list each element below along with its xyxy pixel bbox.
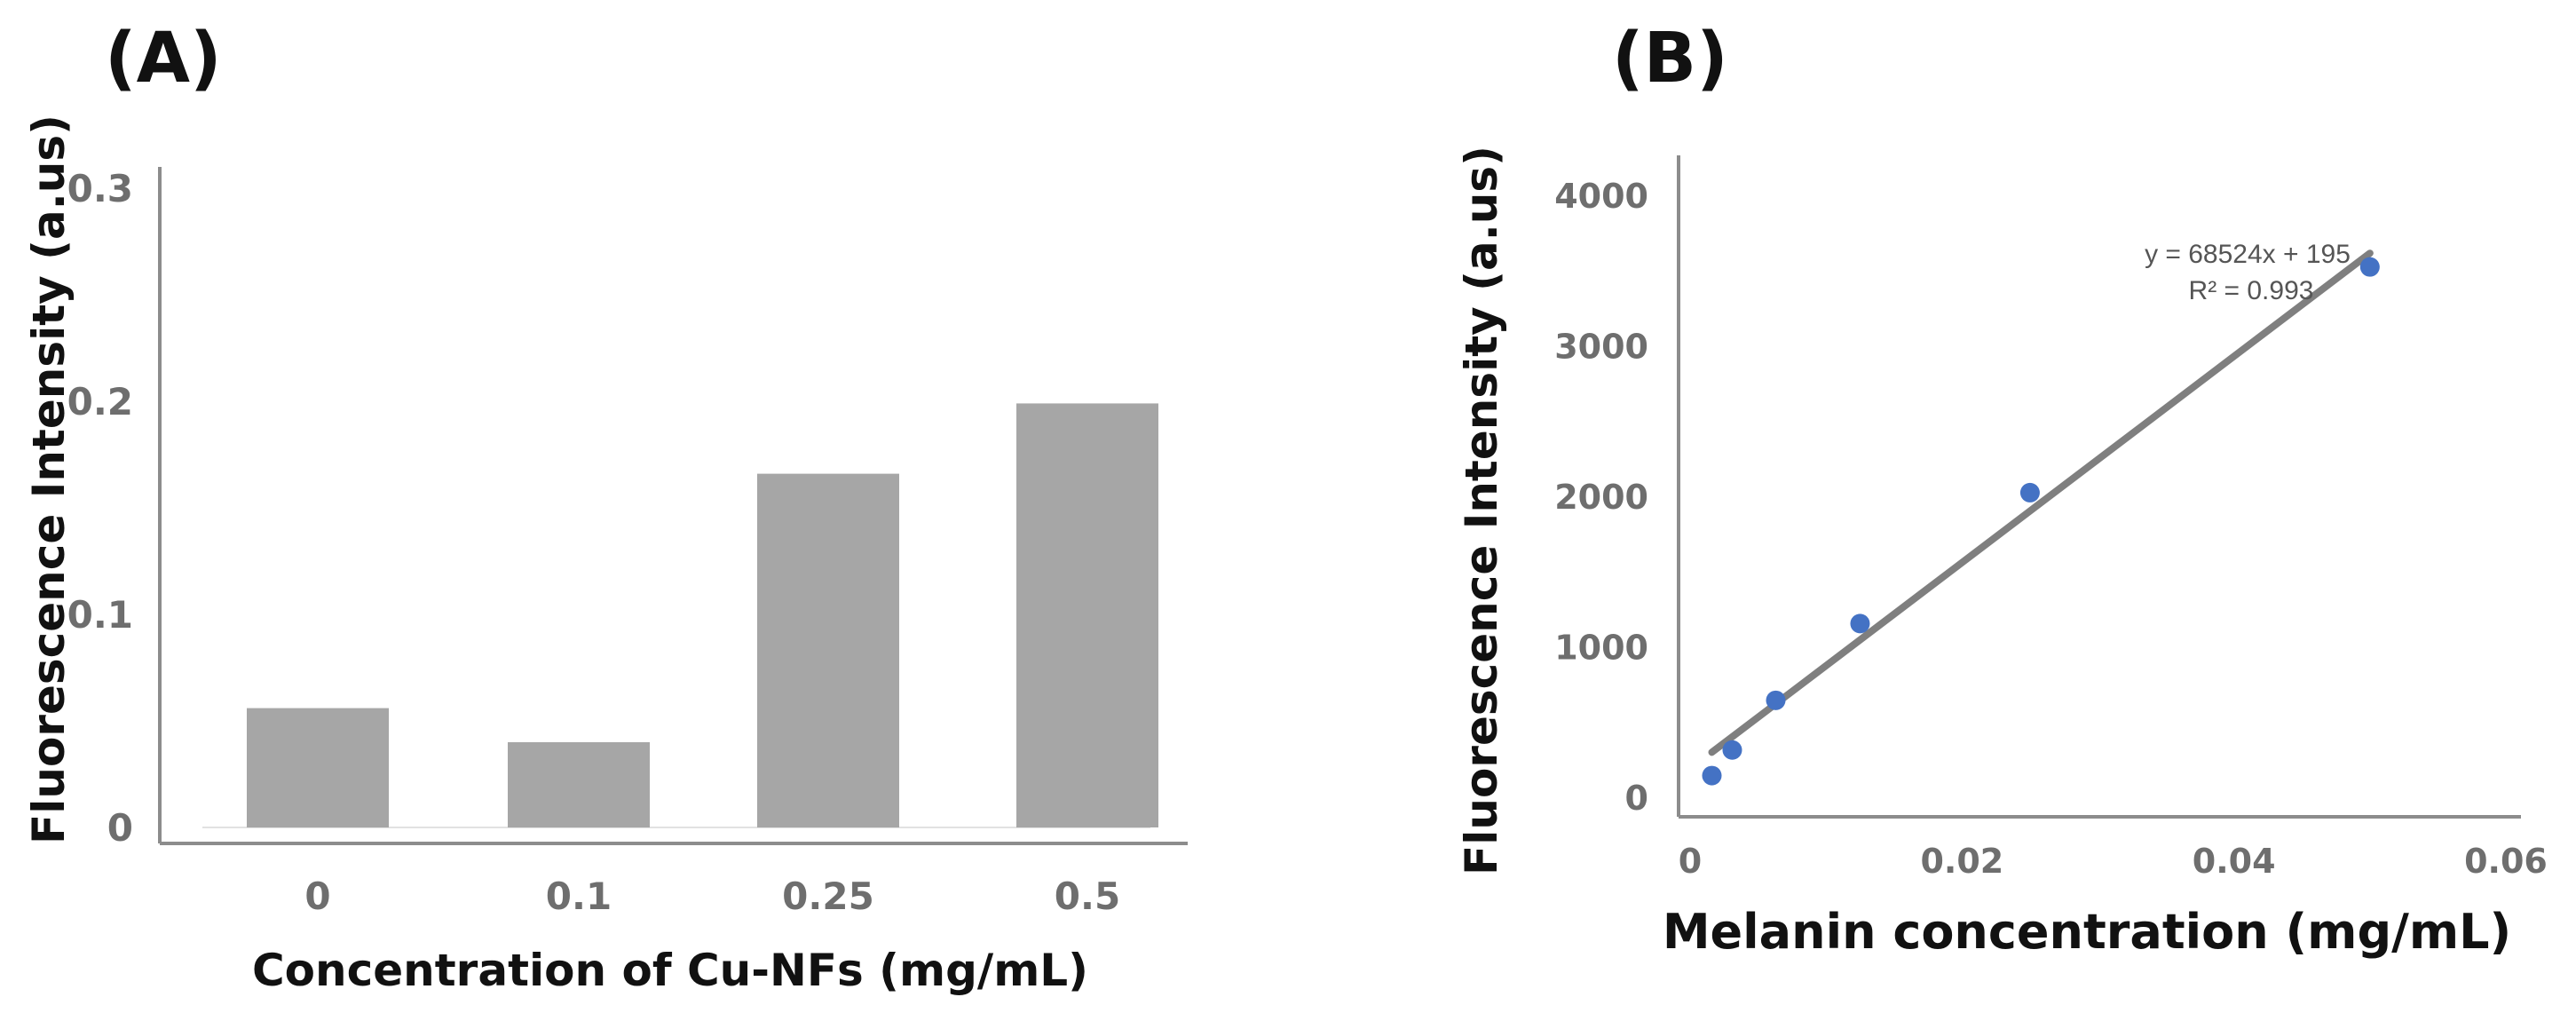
x-tick-label: 0.5 xyxy=(1055,875,1120,918)
x-tick-label: 0.1 xyxy=(546,875,612,918)
data-point xyxy=(1766,690,1786,710)
panel-a-bar-chart: (A) 0 0.1 0.25 0.5 0 0.1 0.2 0.3 Concentration… xyxy=(23,19,1188,996)
data-point xyxy=(1850,613,1870,634)
x-tick-label: 0.06 xyxy=(2464,842,2548,881)
data-point xyxy=(2359,257,2380,277)
panel-a-y-axis-title: Fluorescence Intensity (a.us) xyxy=(23,115,75,844)
panel-b-label: (B) xyxy=(1612,19,1728,99)
y-tick-label: 4000 xyxy=(1554,177,1648,216)
bar-0.25 xyxy=(757,473,899,827)
x-tick-label: 0.02 xyxy=(1920,842,2003,881)
bar-0 xyxy=(247,708,389,827)
y-tick-label: 3000 xyxy=(1554,328,1648,367)
y-tick-label: 0.1 xyxy=(67,593,133,637)
trendline xyxy=(1708,249,2374,756)
y-tick-label: 1000 xyxy=(1554,629,1648,668)
panel-b-scatter-chart: (B) 0 0.02 0.04 0.06 0 1000 2000 3000 4000 y = … xyxy=(1456,19,2548,960)
y-tick-label: 0 xyxy=(1625,779,1648,818)
panel-b-y-axis-title: Fluorescence Intensity (a.us) xyxy=(1456,146,1507,875)
data-point xyxy=(1702,765,1722,786)
x-tick-label: 0 xyxy=(1679,842,1702,881)
panel-a-label: (A) xyxy=(105,19,222,99)
x-tick-label: 0.25 xyxy=(782,875,874,918)
trendline-equation: y = 68524x + 195 xyxy=(2145,240,2351,269)
y-tick-label: 0.2 xyxy=(67,380,133,423)
data-point xyxy=(1722,740,1742,760)
trendline-r-squared: R² = 0.993 xyxy=(2189,276,2314,305)
x-tick-label: 0 xyxy=(304,875,330,918)
panel-b-x-axis-title: Melanin concentration (mg/mL) xyxy=(1663,904,2511,960)
y-tick-label: 2000 xyxy=(1554,478,1648,517)
data-point xyxy=(2019,482,2040,503)
y-tick-label: 0 xyxy=(107,806,133,850)
y-tick-label: 0.3 xyxy=(67,167,133,210)
panel-a-x-axis-title: Concentration of Cu-NFs (mg/mL) xyxy=(252,945,1088,996)
bar-0.1 xyxy=(508,742,650,827)
bar-0.5 xyxy=(1016,403,1158,827)
x-tick-label: 0.04 xyxy=(2193,842,2276,881)
